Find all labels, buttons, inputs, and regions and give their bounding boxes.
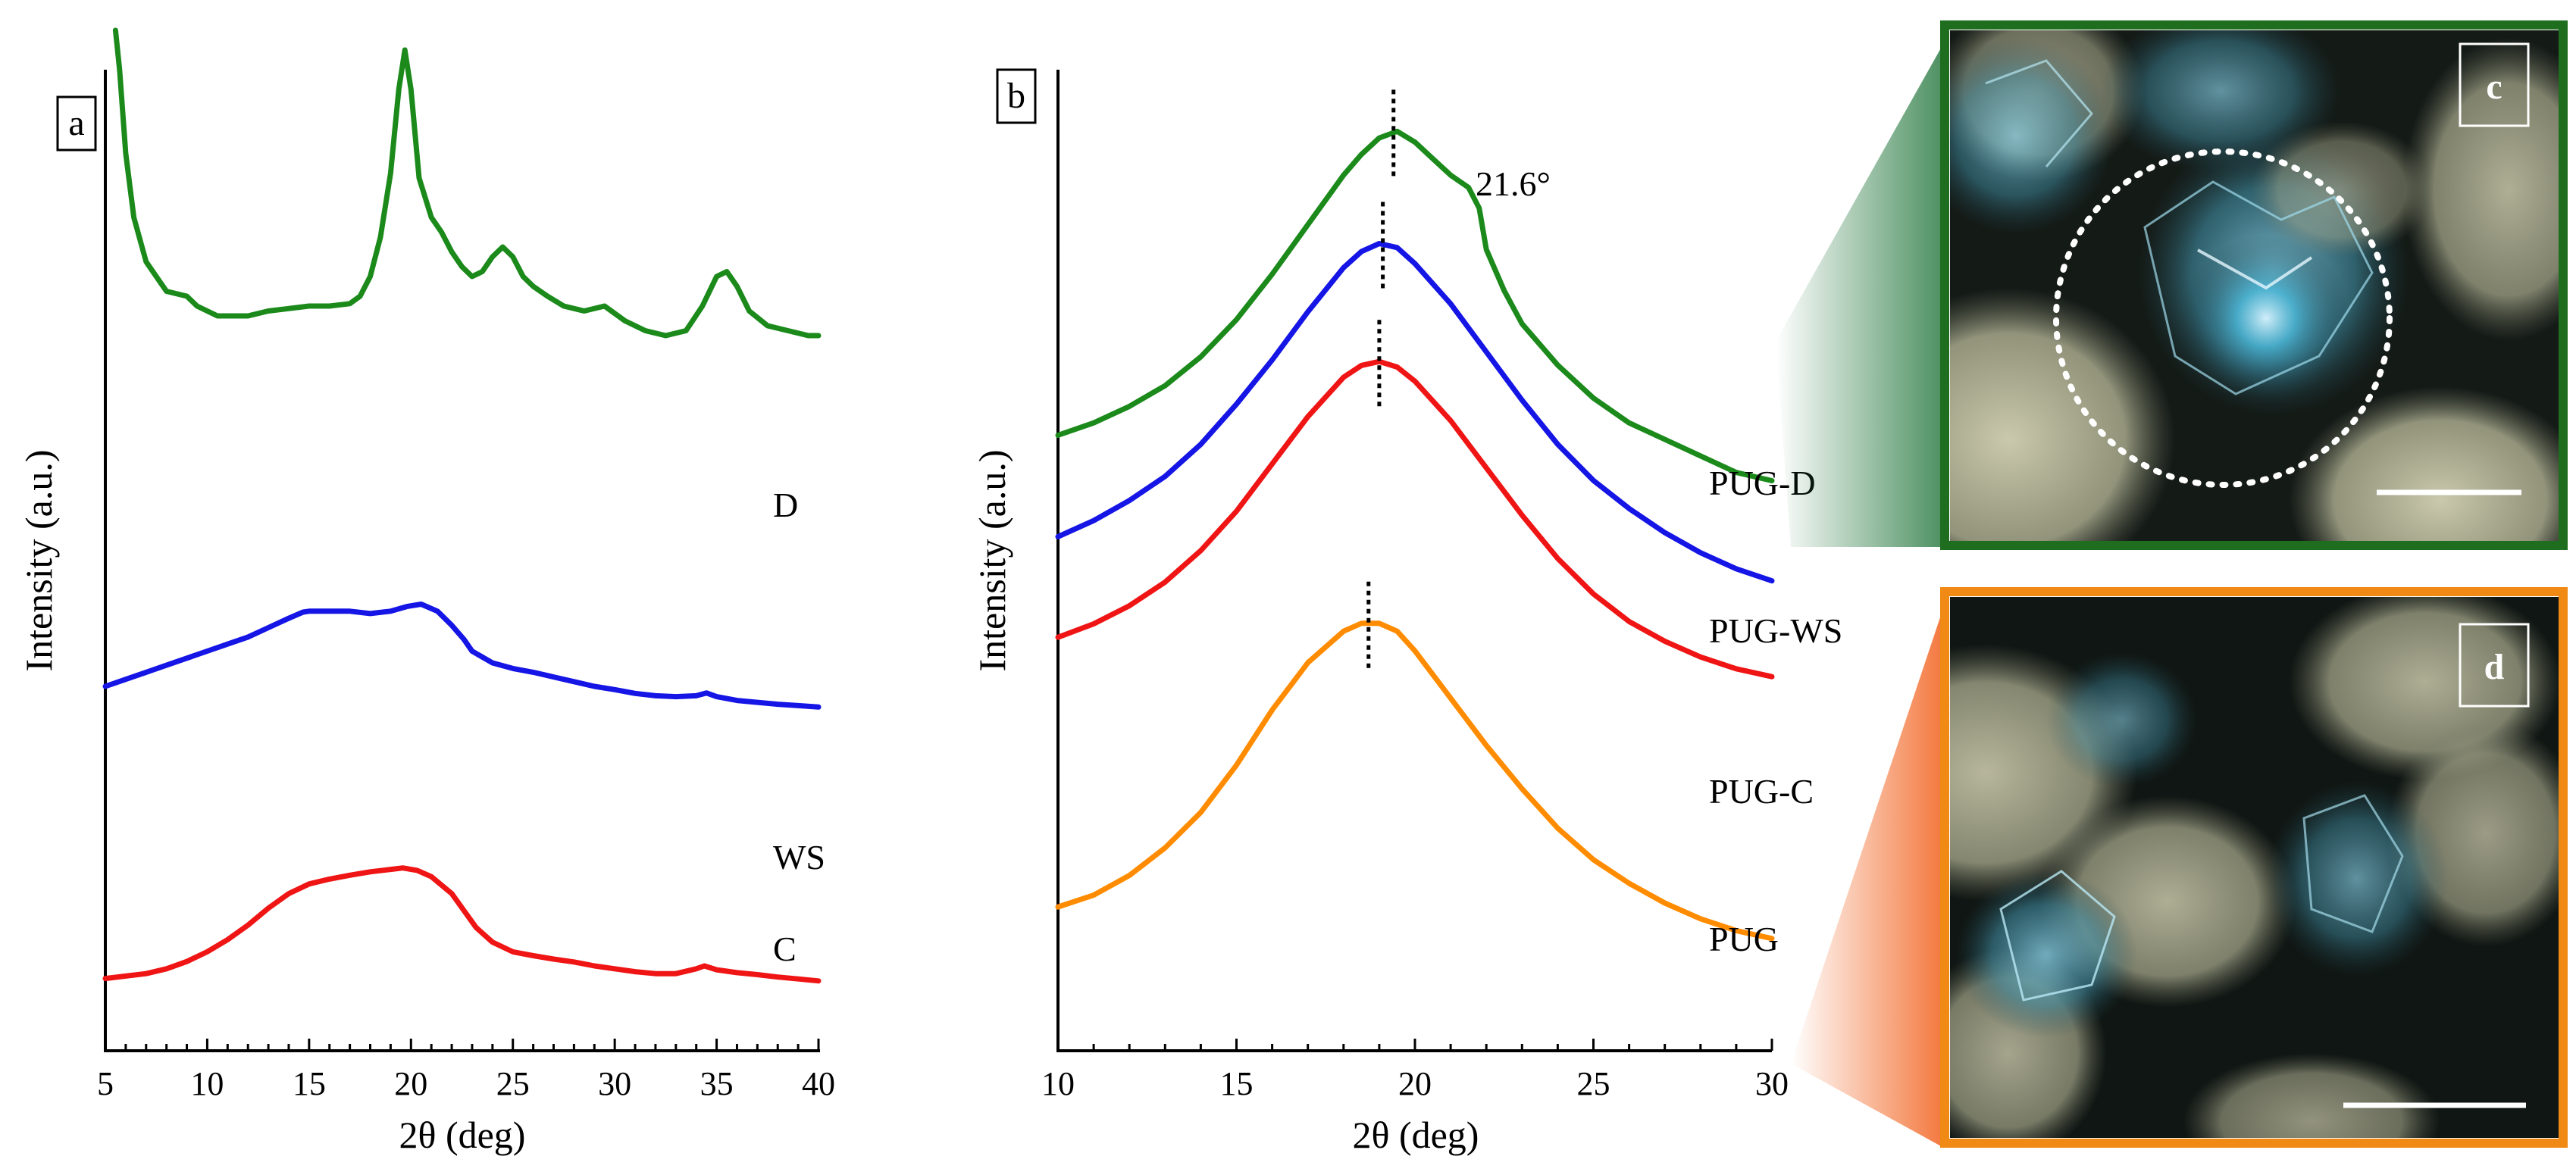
series-label-ws: WS — [773, 838, 825, 877]
micrograph-d: d — [1940, 587, 2568, 1148]
series-line-ws — [102, 602, 822, 710]
panel-b-label-box — [996, 68, 1037, 124]
panel-c-highlight-circle — [2053, 148, 2393, 488]
panel-a-label-box — [56, 95, 97, 152]
x-tick-label: 30 — [598, 1065, 631, 1102]
panel-a-curves: D WS C — [102, 27, 825, 984]
series-line-pug-d — [1055, 128, 1775, 483]
panel-c-zoom-cone — [1776, 45, 1942, 547]
x-tick-label: 15 — [293, 1065, 326, 1102]
series-label-c: C — [773, 930, 797, 968]
panel-a-xrd-plot: 5 10 15 20 25 30 35 40 D WS C 2θ (deg) Intensity … — [17, 27, 835, 1156]
x-tick-label: 30 — [1755, 1065, 1789, 1102]
x-tick-label: 20 — [1398, 1065, 1432, 1102]
panel-d-label-box — [2459, 623, 2530, 708]
panel-c-frame — [1940, 20, 2568, 550]
x-tick-label: 25 — [1577, 1065, 1610, 1102]
x-tick-label: 10 — [1041, 1065, 1075, 1102]
x-tick-label: 10 — [190, 1065, 224, 1102]
panel-b-y-axis-title: Intensity (a.u.) — [971, 450, 1013, 672]
series-line-pug — [1055, 620, 1775, 942]
panel-c-label: c — [2486, 67, 2502, 107]
panel-b-x-axis-title: 2θ (deg) — [1353, 1114, 1479, 1156]
micrograph-c: c — [1940, 20, 2568, 550]
series-label-pug-c: PUG-C — [1709, 772, 1814, 811]
panel-d-zoom-cone — [1791, 611, 1942, 1147]
panel-d-frame — [1940, 587, 2568, 1148]
series-label-d: D — [773, 486, 798, 524]
panel-a-x-axis-title: 2θ (deg) — [399, 1114, 526, 1156]
x-tick-label: 35 — [700, 1065, 734, 1102]
panel-d-label: d — [2484, 647, 2505, 687]
panel-a-y-axis-title: Intensity (a.u.) — [17, 450, 60, 672]
x-tick-label: 20 — [394, 1065, 427, 1102]
series-line-pug-c — [1055, 358, 1775, 680]
x-tick-label: 40 — [802, 1065, 835, 1102]
panel-a-label: a — [68, 103, 84, 143]
x-tick-label: 5 — [97, 1065, 114, 1102]
panel-b-label: b — [1007, 76, 1025, 116]
series-line-c — [102, 865, 822, 984]
series-label-pug-ws: PUG-WS — [1709, 611, 1842, 650]
peak-annotation: 21.6° — [1476, 164, 1551, 203]
panel-a-x-ticks: 5 10 15 20 25 30 35 40 — [97, 1039, 835, 1102]
series-label-pug: PUG — [1709, 920, 1779, 958]
series-line-d — [112, 27, 822, 339]
panel-b-x-ticks: 10 15 20 25 30 — [1041, 1039, 1789, 1102]
x-tick-label: 25 — [496, 1065, 530, 1102]
panel-c-label-box — [2459, 42, 2530, 127]
series-line-pug-ws — [1055, 241, 1775, 584]
x-tick-label: 15 — [1220, 1065, 1254, 1102]
